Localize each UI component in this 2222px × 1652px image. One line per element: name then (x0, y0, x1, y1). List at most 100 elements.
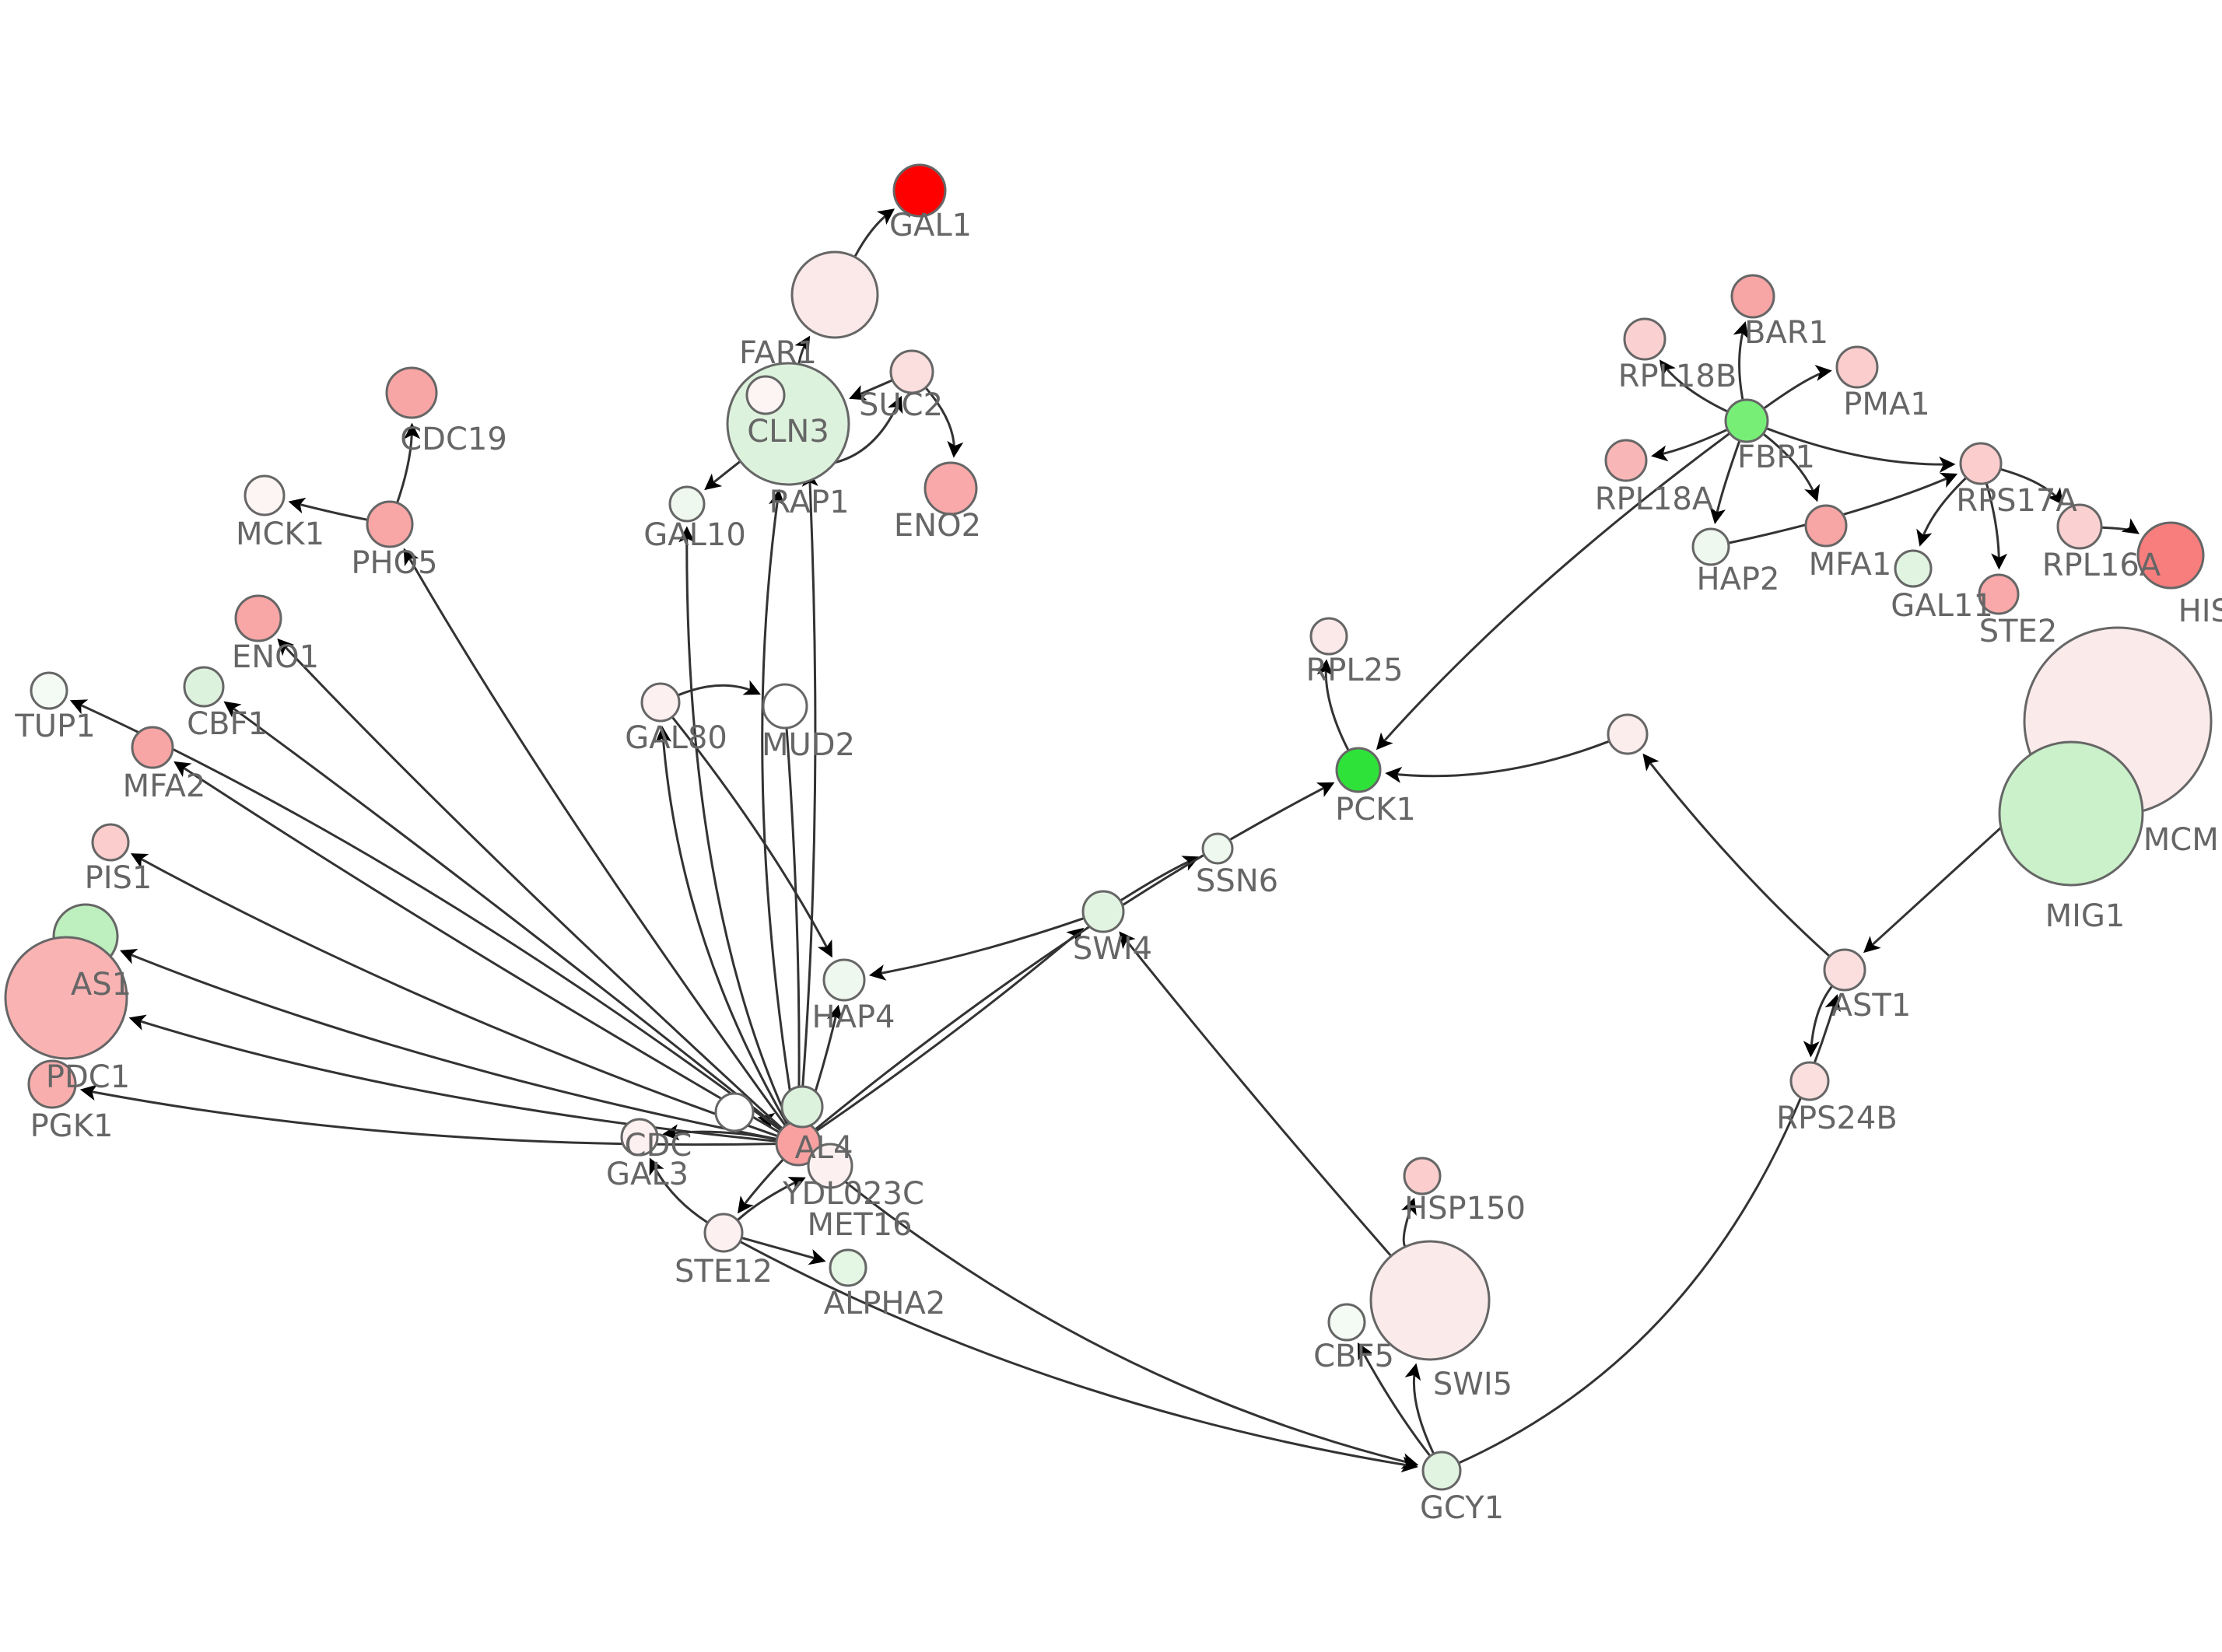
edge-hap2-to-rps17a[interactable] (1729, 472, 1958, 544)
edge-gal4-to-gal80[interactable] (655, 726, 788, 1125)
node-gal1[interactable] (892, 163, 947, 218)
node-swi4[interactable] (1081, 890, 1125, 933)
node-rpl18a[interactable] (1604, 439, 1648, 482)
node-pgk1[interactable] (27, 1059, 77, 1109)
edge-gal4-to-swi4[interactable] (816, 927, 1085, 1132)
edge-cln3-to-gal10[interactable] (704, 460, 741, 491)
node-alpha2[interactable] (829, 1248, 867, 1287)
node-rpl16a[interactable] (2056, 503, 2103, 550)
edge-pho5-to-cdc19[interactable] (396, 422, 421, 503)
node-cdc19[interactable] (385, 366, 438, 419)
node-fbp1[interactable] (1724, 398, 1769, 443)
node-cdc39[interactable] (714, 1092, 755, 1132)
node-hap4[interactable] (822, 958, 866, 1002)
edge-gal4-to-cln3[interactable] (761, 488, 796, 1122)
edge-gal4-to-pgk1[interactable] (79, 1084, 776, 1146)
node-mck1[interactable] (244, 474, 286, 516)
edge-gal80-to-hap4[interactable] (671, 716, 832, 958)
edge-gcy1-to-swi5[interactable] (1404, 1363, 1435, 1454)
edge-gal4-to-pck1[interactable] (815, 782, 1335, 1130)
edge-ste12-to-gal3[interactable] (649, 1157, 708, 1223)
node-mud2[interactable] (762, 683, 808, 730)
node-unk3[interactable] (780, 1085, 824, 1129)
node-rpl25[interactable] (1309, 617, 1348, 656)
node-gal3[interactable] (620, 1118, 659, 1157)
node-pho5[interactable] (366, 500, 414, 548)
edge-ast1-to-unk2[interactable] (1642, 753, 1830, 957)
edge-swi4-to-ssn6[interactable] (1120, 856, 1200, 901)
node-rpl18b[interactable] (1623, 317, 1666, 361)
edge-gal4-to-gas1[interactable] (120, 948, 776, 1140)
edge-gal4-to-eno1[interactable] (277, 638, 783, 1129)
edge-rpl16a-to-his4[interactable] (2101, 518, 2140, 534)
edge-gal4-to-gcy1[interactable] (815, 1157, 1419, 1469)
node-eno2[interactable] (923, 461, 978, 516)
edge-ast1-to-rps24b[interactable] (1803, 985, 1833, 1058)
edge-rps17a-to-gal11[interactable] (1916, 477, 1967, 547)
node-ste2[interactable] (1978, 573, 2020, 615)
node-gal80[interactable] (640, 682, 681, 723)
edge-gcy1-to-cbf5[interactable] (1357, 1342, 1431, 1457)
node-suc2[interactable] (889, 349, 934, 394)
edge-mud2-to-gal4[interactable] (785, 728, 808, 1117)
edge-rps17a-to-rpl16a[interactable] (2000, 467, 2064, 506)
node-pma1[interactable] (1835, 345, 1879, 389)
node-cbf1[interactable] (183, 666, 225, 708)
node-ydl023c[interactable] (807, 1143, 853, 1189)
edge-rps17a-to-ste2[interactable] (1985, 483, 2008, 570)
edge-gal4-to-ste12[interactable] (737, 1159, 784, 1214)
edge-gal4-to-cbf1[interactable] (223, 701, 782, 1131)
node-unk2[interactable] (1607, 713, 1649, 755)
node-his4[interactable] (2136, 521, 2205, 590)
node-pis1[interactable] (91, 823, 130, 862)
node-hsp150[interactable] (1403, 1157, 1442, 1195)
node-ssn6[interactable] (1201, 832, 1234, 865)
node-mfa1[interactable] (1804, 504, 1848, 548)
edge-fbp1-to-hap2[interactable] (1709, 440, 1741, 524)
node-gcy1[interactable] (1421, 1451, 1462, 1491)
node-bar1[interactable] (1730, 274, 1775, 319)
edge-fbp1-to-pma1[interactable] (1763, 365, 1832, 409)
edge-fbp1-to-rpl18b[interactable] (1659, 359, 1728, 413)
edge-ste12-to-alpha2[interactable] (741, 1237, 826, 1265)
edge-unk2-to-pck1[interactable] (1385, 740, 1610, 783)
node-ast1[interactable] (1823, 948, 1866, 992)
node-gal10[interactable] (668, 485, 706, 523)
edge-gal4-to-pis1[interactable] (130, 853, 778, 1137)
edge-gal4-to-rap1[interactable] (798, 470, 818, 1122)
edge-gal4-to-mfa2[interactable] (173, 761, 780, 1133)
node-pdc1[interactable] (4, 936, 128, 1060)
edge-fbp1-to-mfa1[interactable] (1763, 433, 1820, 502)
edge-fbp1-to-bar1[interactable] (1733, 321, 1749, 400)
node-mig1[interactable] (1998, 740, 2144, 887)
node-pck1[interactable] (1335, 747, 1382, 793)
node-far1[interactable] (790, 250, 879, 339)
edge-swi5-to-hsp150[interactable] (1401, 1197, 1417, 1247)
edge-far1-to-gal1[interactable] (853, 208, 895, 257)
node-ste12[interactable] (703, 1213, 744, 1253)
edge-fbp1-to-pck1[interactable] (1376, 432, 1730, 751)
edge-ste12-to-gcy1[interactable] (740, 1241, 1418, 1473)
edge-fbp1-to-rps17a[interactable] (1766, 427, 1956, 473)
edge-gal4-to-pdc1[interactable] (128, 1014, 776, 1143)
node-cbf5[interactable] (1327, 1303, 1366, 1342)
node-swi5[interactable] (1369, 1240, 1491, 1361)
node-mfa2[interactable] (131, 726, 174, 769)
node-hap2[interactable] (1691, 527, 1730, 566)
edge-suc2-to-eno2[interactable] (925, 387, 964, 458)
edge-pho5-to-mck1[interactable] (288, 497, 367, 521)
node-rps17a[interactable] (1959, 442, 2003, 485)
node-rps24b[interactable] (1789, 1061, 1830, 1101)
edge-gal4-to-pho5[interactable] (403, 548, 787, 1126)
edge-gal80-to-mud2[interactable] (678, 680, 761, 696)
node-gal11[interactable] (1894, 549, 1933, 588)
node-unk1[interactable] (745, 375, 786, 415)
edge-suc2-to-cln3[interactable] (849, 379, 892, 401)
edge-gcy1-to-ast1[interactable] (1459, 994, 1841, 1465)
edge-fbp1-to-rpl18a[interactable] (1651, 429, 1728, 462)
edge-ste12-to-ydl023c[interactable] (737, 1177, 806, 1221)
edge-swi5-to-swi4[interactable] (1119, 931, 1392, 1257)
node-tup1[interactable] (30, 671, 68, 710)
edge-cln3-to-far1[interactable] (794, 335, 811, 364)
edge-gal4-to-gal10[interactable] (678, 526, 790, 1124)
